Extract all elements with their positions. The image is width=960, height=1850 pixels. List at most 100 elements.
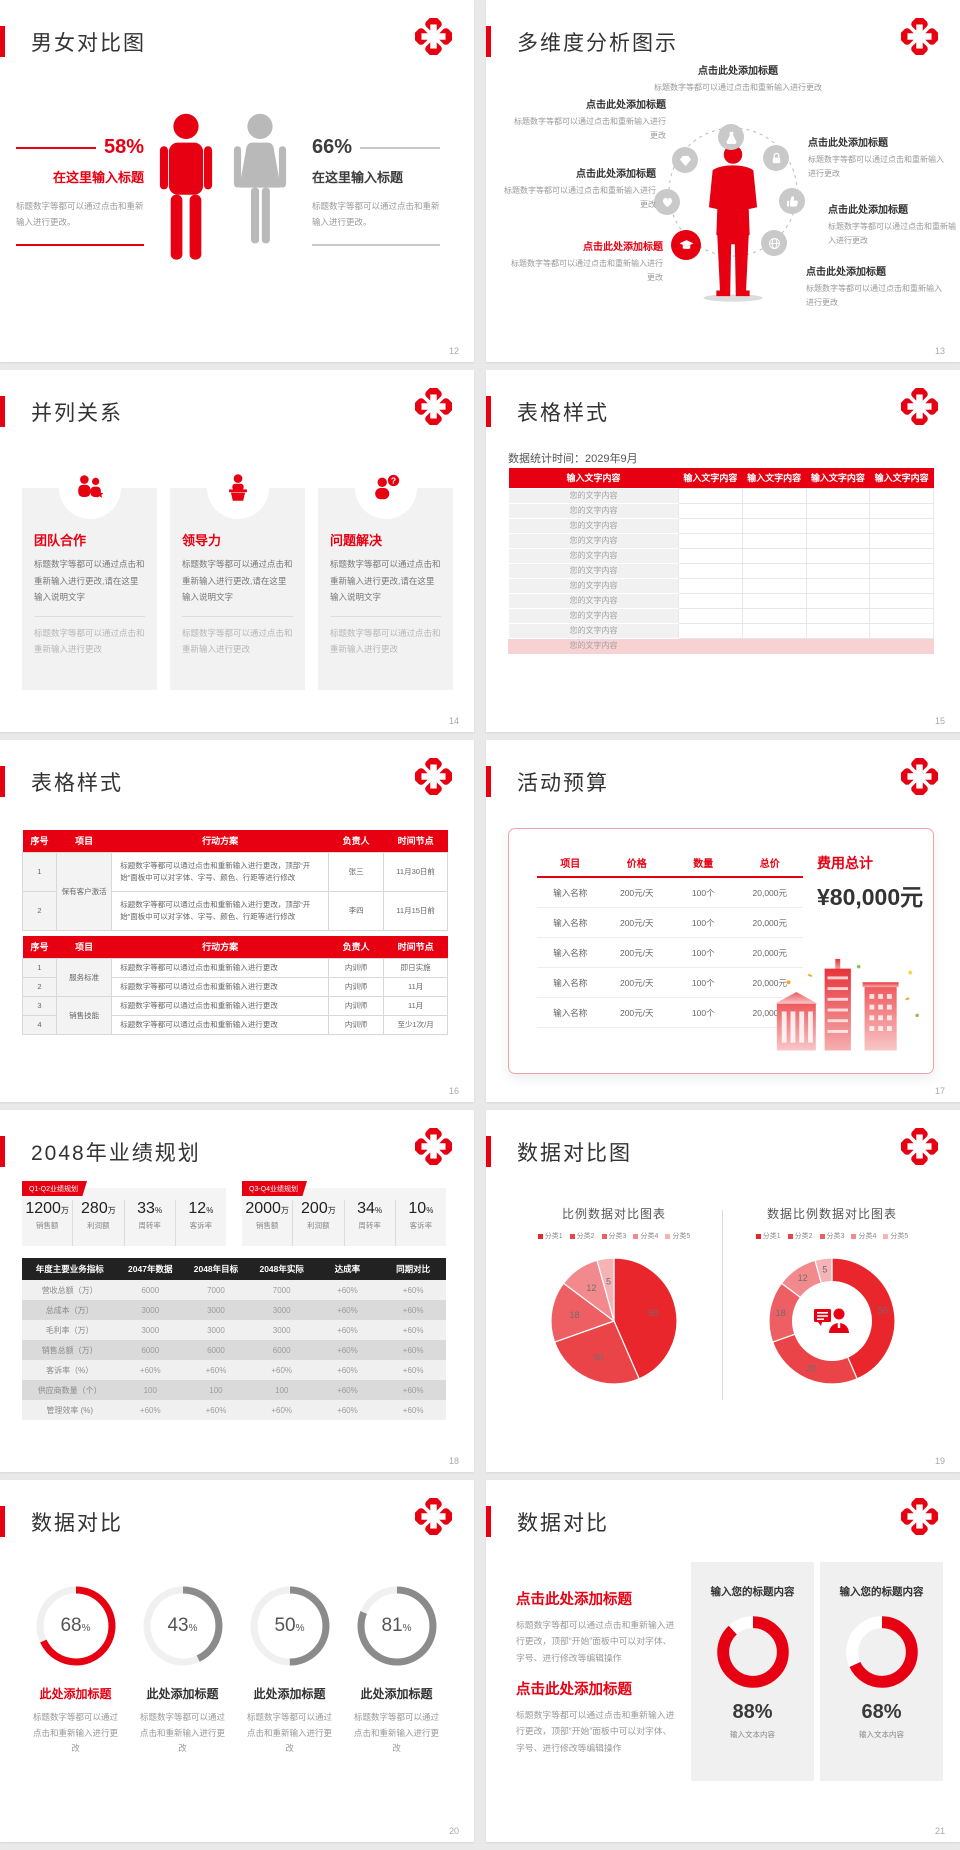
male-percent: 58% <box>103 136 144 158</box>
kpi-stat: 2000万 销售额 <box>245 1200 289 1230</box>
page-number: 15 <box>934 716 945 726</box>
diamond-icon <box>672 147 698 173</box>
page-number: 18 <box>448 1456 459 1466</box>
slide-16[interactable]: 表格样式 序号 项目 行动方案 负责人 时间节点 1 保有客户激活 标题数字等都可以通过点击… <box>0 740 474 1102</box>
teamwork-icon <box>58 457 121 519</box>
card-header: 输入您的标题内容 <box>710 1586 795 1598</box>
slide-18[interactable]: 2048年业绩规划 Q1-Q2业绩规划 1200万 销售额 280万 利润额 33%… <box>0 1110 474 1472</box>
divider <box>312 244 440 247</box>
card-note: 标题数字等都可以通过点击和重新输入进行更改 <box>34 627 145 655</box>
slide-title: 并列关系 <box>0 396 123 427</box>
group-body: 标题数字等都可以通过点击和重新输入进行更改，顶部“开始”面板中可以对字体、字号、… <box>516 1710 675 1753</box>
slide-14[interactable]: 并列关系 团队合作 标题数字等都可以通过点击和重新输入进行更改,请在这里输入说明… <box>0 370 474 732</box>
consultant-icon <box>814 1308 849 1333</box>
slide-19[interactable]: 数据对比图 比例数据对比图表 分类1 分类2 分类3 分类4 分类5 50 30 1… <box>486 1110 960 1472</box>
thumbs-up-icon <box>779 188 805 214</box>
data-period-label: 数据统计时间：2029年9月 <box>508 453 638 465</box>
kpi-panel-q1q2: Q1-Q2业绩规划 1200万 销售额 280万 利润额 33% 周转率 12% 客诉率 <box>22 1181 226 1246</box>
slide-13[interactable]: 多维度分析图示 点击此处添加标题 标题数字等都可以通过点击和重新输入进行更改 点击… <box>486 0 960 362</box>
female-body: 标题数字等都可以通过点击和重新输入进行更改。 <box>312 201 440 228</box>
slide-title: 表格样式 <box>0 766 123 797</box>
slide-17[interactable]: 活动预算 项目 价格 数量 总价 输入名称 200元/天 100个 20,000元 输入名称… <box>486 740 960 1102</box>
gauge-item: 50% 此处添加标题 标题数字等都可以通过点击和重新输入进行更改 <box>236 1583 343 1757</box>
divider <box>34 615 145 617</box>
gauge-title: 此处添加标题 <box>360 1687 433 1701</box>
card-header: 输入您的标题内容 <box>839 1586 924 1598</box>
table-row: 您的文字内容 <box>508 502 934 519</box>
card-body: 标题数字等都可以通过点击和重新输入进行更改,请在这里输入说明文字 <box>182 559 293 603</box>
donut-chart-panel: 数据比例数据对比图表 分类1 分类2 分类3 分类4 分类5 50 30 18 12 5 <box>726 1205 938 1395</box>
table-row: 管理效率 (%) +60% +60% +60% +60% +60% <box>22 1400 446 1420</box>
table-row: 您的文字内容 <box>508 577 934 594</box>
pillar-card-problem-solving: ? 问题解决 标题数字等都可以通过点击和重新输入进行更改,请在这里输入说明文字 … <box>318 457 453 690</box>
page-number: 20 <box>448 1826 459 1836</box>
gauge-item: 68% 此处添加标题 标题数字等都可以通过点击和重新输入进行更改 <box>22 1583 129 1757</box>
table-row: 您的文字内容 <box>508 532 934 549</box>
slide-title-text: 数据对比 <box>31 1511 123 1535</box>
title-accent-bar <box>486 396 491 427</box>
heart-icon <box>654 189 680 215</box>
divider <box>182 615 293 617</box>
slide-title: 男女对比图 <box>0 26 146 57</box>
donut-chart: 50 30 18 12 5 <box>768 1257 896 1385</box>
analysis-item: 点击此处添加标题 标题数字等都可以通过点击和重新输入进行更改 <box>654 66 822 92</box>
divider <box>722 1210 723 1400</box>
table-row: 您的文字内容 <box>508 592 934 609</box>
female-heading: 在这里输入标题 <box>312 170 404 185</box>
card-body: 标题数字等都可以通过点击和重新输入进行更改,请在这里输入说明文字 <box>330 559 441 603</box>
leadership-icon <box>206 457 269 519</box>
gauge-body: 标题数字等都可以通过点击和重新输入进行更改 <box>32 1712 118 1754</box>
divider <box>16 244 144 247</box>
slide-title-text: 表格样式 <box>517 401 609 425</box>
chart-title: 比例数据对比图表 <box>561 1207 666 1221</box>
table-row: 输入名称 200元/天 100个 20,000元 <box>537 938 803 968</box>
chart-legend: 分类1 分类2 分类3 分类4 分类5 <box>726 1231 938 1241</box>
card-title: 问题解决 <box>330 533 383 548</box>
flask-icon <box>718 124 744 150</box>
female-percent: 66% <box>312 136 353 158</box>
brand-logo-icon <box>415 1498 452 1535</box>
kpi-stat: 1200万 销售额 <box>25 1200 69 1230</box>
donut-stat-card: 输入您的标题内容 88% 输入文本内容 <box>691 1562 814 1781</box>
table-header-row: 序号 项目 行动方案 负责人 时间节点 <box>22 936 448 958</box>
gauge-title: 此处添加标题 <box>253 1687 326 1701</box>
divider <box>360 146 440 149</box>
businessman-silhouette <box>703 145 763 302</box>
pie-chart: 50 30 18 12 5 <box>550 1257 678 1385</box>
percent-value: 68% <box>861 1701 902 1723</box>
slide-title-text: 表格样式 <box>31 771 123 795</box>
svg-text:50: 50 <box>878 1305 888 1315</box>
lock-icon <box>763 145 789 171</box>
svg-text:30: 30 <box>806 1364 816 1374</box>
svg-text:18: 18 <box>569 1310 579 1320</box>
female-stat-block: 66% 在这里输入标题 标题数字等都可以通过点击和重新输入进行更改。 <box>312 136 440 247</box>
slide-15[interactable]: 表格样式 数据统计时间：2029年9月 输入文字内容 输入文字内容 输入文字内容 输入… <box>486 370 960 732</box>
slide-title: 活动预算 <box>486 766 609 797</box>
brand-logo-icon <box>901 1498 938 1535</box>
gauge-title: 此处添加标题 <box>146 1687 219 1701</box>
kpi-table: 年度主要业务指标 2047年数据 2048年目标 2048年实际 达成率 同期对比 营收总… <box>22 1258 446 1420</box>
brand-logo-icon <box>901 18 938 55</box>
percent-value: 88% <box>732 1701 773 1723</box>
svg-text:?: ? <box>390 475 395 485</box>
slide-21[interactable]: 数据对比 点击此处添加标题 标题数字等都可以通过点击和重新输入进行更改，顶部“开… <box>486 1480 960 1842</box>
table-header-row: 输入文字内容 输入文字内容 输入文字内容 输入文字内容 输入文字内容 <box>508 468 934 488</box>
kpi-stat: 200万 利润额 <box>292 1200 343 1246</box>
slide-20[interactable]: 数据对比 68% 此处添加标题 标题数字等都可以通过点击和重新输入进行更改 43… <box>0 1480 474 1842</box>
table-row: 3 销售技能 标题数字等都可以通过点击和重新输入进行更改 内训师 11月 <box>22 995 448 1035</box>
kpi-stat: 10% 客诉率 <box>394 1200 446 1246</box>
table-row: 2 标题数字等都可以通过点击和重新输入进行更改 内训师 11月 <box>22 976 448 997</box>
table-row: 供应商数量（个） 100 100 100 +60% +60% <box>22 1380 446 1400</box>
table-row: 销售总额（万） 6000 6000 6000 +60% +60% <box>22 1340 446 1360</box>
analysis-item: 点击此处添加标题 标题数字等都可以通过点击和重新输入进行更改 <box>828 205 956 245</box>
slide-title: 数据对比图 <box>486 1136 632 1167</box>
title-accent-bar <box>486 26 491 57</box>
text-group: 点击此处添加标题 标题数字等都可以通过点击和重新输入进行更改，顶部“开始”面板中… <box>516 1678 678 1756</box>
action-plan-table-1: 序号 项目 行动方案 负责人 时间节点 1 保有客户激活 标题数字等都可以通过点击和重新输入… <box>22 830 448 931</box>
donut-gauge <box>716 1616 789 1688</box>
table-row: 您的文字内容 <box>508 562 934 579</box>
table-row: 输入名称 200元/天 100个 20,000元 <box>537 998 803 1028</box>
brand-logo-icon <box>901 758 938 795</box>
slide-12[interactable]: 男女对比图 58% 在这里输入标题 标题数字等都可以通过点击和重新输入进行更改。… <box>0 0 474 362</box>
